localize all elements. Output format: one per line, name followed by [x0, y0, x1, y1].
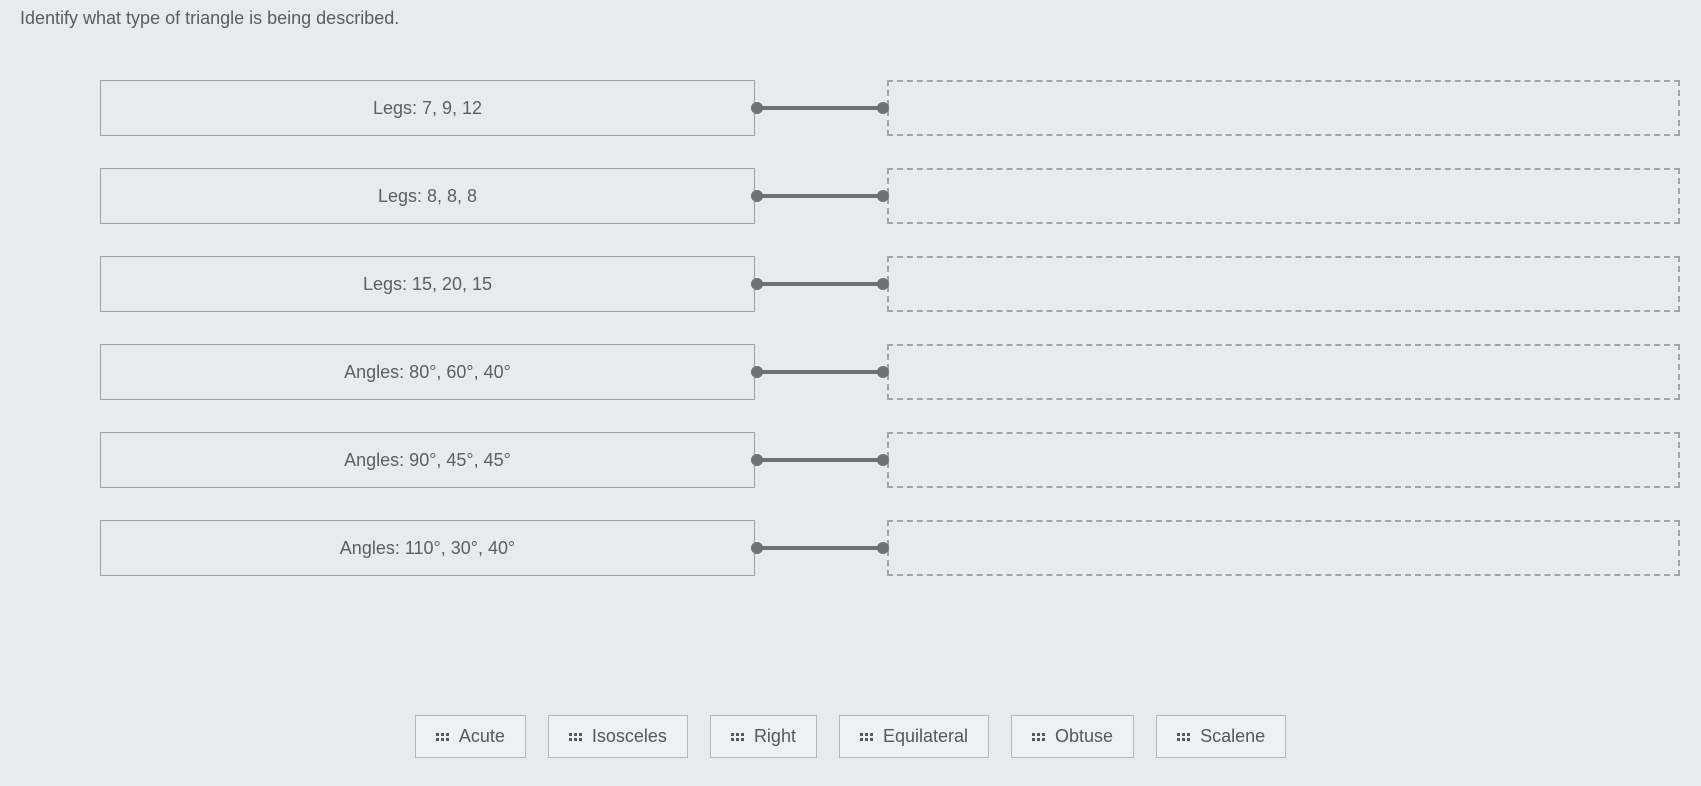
connector-line: [755, 282, 885, 286]
connector-line: [755, 458, 885, 462]
option-right[interactable]: Right: [710, 715, 817, 758]
drop-target-6[interactable]: [887, 520, 1680, 576]
drag-handle-icon: [569, 733, 582, 741]
option-label: Equilateral: [883, 726, 968, 747]
option-equilateral[interactable]: Equilateral: [839, 715, 989, 758]
drop-target-3[interactable]: [887, 256, 1680, 312]
option-acute[interactable]: Acute: [415, 715, 526, 758]
match-row: Legs: 7, 9, 12: [100, 80, 1680, 136]
option-label: Isosceles: [592, 726, 667, 747]
drop-target-5[interactable]: [887, 432, 1680, 488]
prompt-box-1: Legs: 7, 9, 12: [100, 80, 755, 136]
option-scalene[interactable]: Scalene: [1156, 715, 1286, 758]
option-obtuse[interactable]: Obtuse: [1011, 715, 1134, 758]
drag-handle-icon: [436, 733, 449, 741]
match-row: Angles: 80°, 60°, 40°: [100, 344, 1680, 400]
drag-handle-icon: [1177, 733, 1190, 741]
option-label: Scalene: [1200, 726, 1265, 747]
answer-options-bar: Acute Isosceles Right Equilateral Obtuse…: [0, 715, 1701, 758]
option-isosceles[interactable]: Isosceles: [548, 715, 688, 758]
connector-line: [755, 370, 885, 374]
connector-line: [755, 546, 885, 550]
drop-target-4[interactable]: [887, 344, 1680, 400]
option-label: Acute: [459, 726, 505, 747]
drag-handle-icon: [731, 733, 744, 741]
match-row: Angles: 110°, 30°, 40°: [100, 520, 1680, 576]
matching-area: Legs: 7, 9, 12 Legs: 8, 8, 8 Legs: 15, 2…: [100, 80, 1680, 608]
connector-line: [755, 194, 885, 198]
prompt-box-4: Angles: 80°, 60°, 40°: [100, 344, 755, 400]
drag-handle-icon: [860, 733, 873, 741]
prompt-box-3: Legs: 15, 20, 15: [100, 256, 755, 312]
match-row: Angles: 90°, 45°, 45°: [100, 432, 1680, 488]
connector-line: [755, 106, 885, 110]
drop-target-1[interactable]: [887, 80, 1680, 136]
drop-target-2[interactable]: [887, 168, 1680, 224]
match-row: Legs: 15, 20, 15: [100, 256, 1680, 312]
drag-handle-icon: [1032, 733, 1045, 741]
match-row: Legs: 8, 8, 8: [100, 168, 1680, 224]
prompt-box-2: Legs: 8, 8, 8: [100, 168, 755, 224]
prompt-box-6: Angles: 110°, 30°, 40°: [100, 520, 755, 576]
option-label: Right: [754, 726, 796, 747]
instruction-text: Identify what type of triangle is being …: [20, 8, 399, 29]
prompt-box-5: Angles: 90°, 45°, 45°: [100, 432, 755, 488]
option-label: Obtuse: [1055, 726, 1113, 747]
